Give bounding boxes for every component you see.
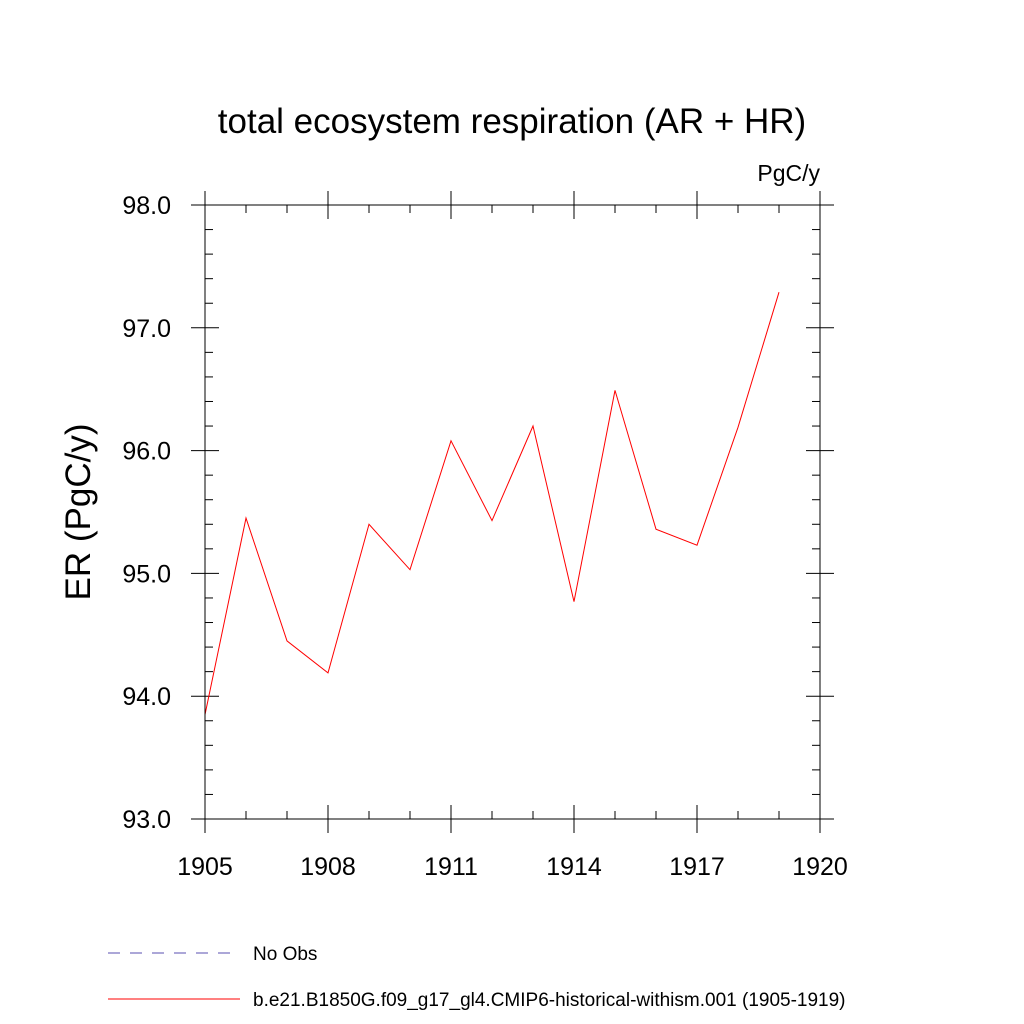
legend: No Obs b.e21.B1850G.f09_g17_gl4.CMIP6-his… (108, 944, 846, 1011)
y-tick-label: 94.0 (122, 683, 171, 711)
legend-entry-label: b.e21.B1850G.f09_g17_gl4.CMIP6-historica… (253, 990, 846, 1011)
x-tick-label: 1905 (177, 853, 233, 881)
x-tick-label: 1908 (300, 853, 356, 881)
units-label: PgC/y (757, 160, 820, 186)
series-line (204, 292, 780, 715)
y-tick-label: 98.0 (122, 192, 171, 220)
plot-frame (204, 204, 821, 820)
y-axis-label: ER (PgC/y) (59, 424, 98, 601)
x-tick-label: 1917 (669, 853, 725, 881)
tick-labels: 1905 1908 1911 1914 1917 1920 93.0 94.0 95.0 96.0… (122, 192, 847, 881)
y-tick-label: 97.0 (122, 315, 171, 343)
x-tick-label: 1920 (792, 853, 848, 881)
series-lines (204, 292, 780, 715)
x-tick-label: 1914 (546, 853, 602, 881)
x-tick-label: 1911 (424, 853, 478, 881)
y-tick-label: 95.0 (122, 560, 171, 588)
chart-title: total ecosystem respiration (AR + HR) (218, 102, 806, 141)
legend-entry-label: No Obs (253, 944, 317, 965)
axis-ticks (191, 191, 834, 833)
y-tick-label: 93.0 (122, 806, 171, 834)
y-tick-label: 96.0 (122, 438, 171, 466)
